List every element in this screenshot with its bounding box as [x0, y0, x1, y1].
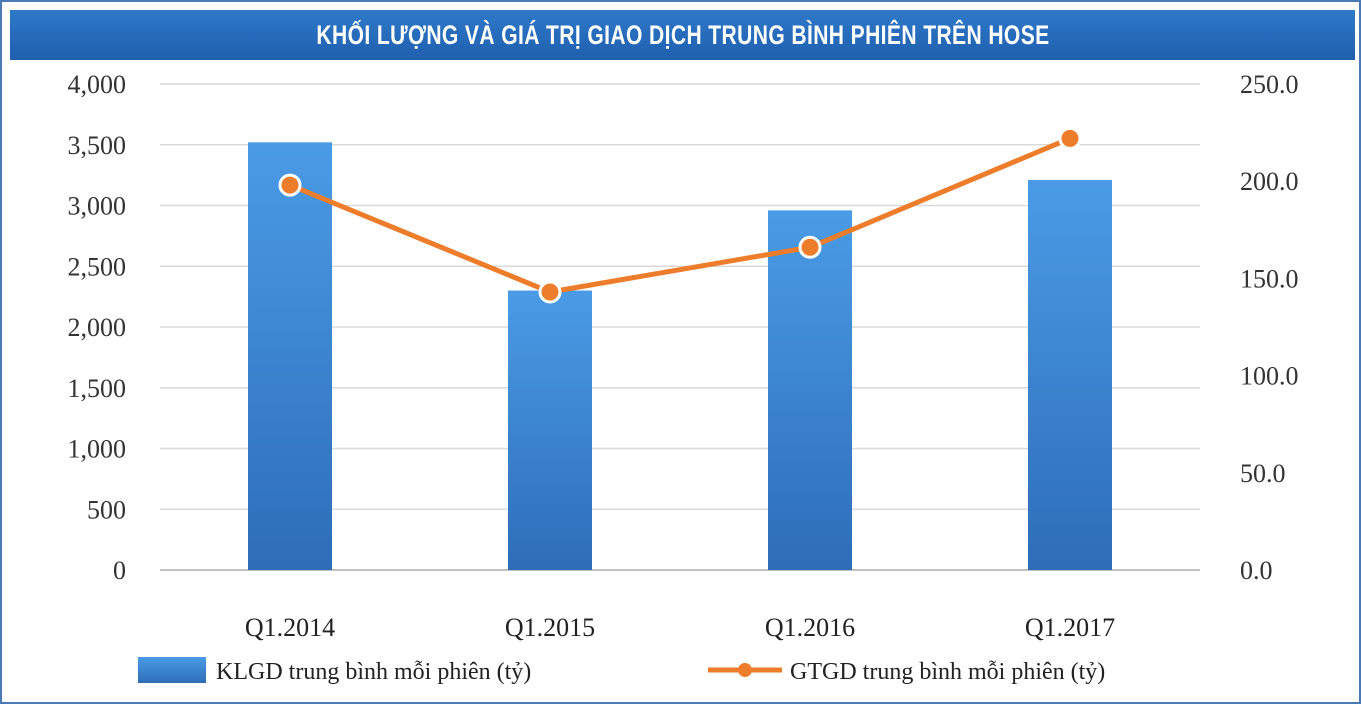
left-tick-label: 0	[113, 556, 126, 585]
category-label: Q1.2014	[245, 613, 335, 642]
left-axis: 0 500 1,000 1,500 2,000 2,500 3,000 3,500 4,000	[68, 70, 127, 585]
left-tick-label: 2,000	[68, 313, 127, 342]
left-tick-label: 500	[87, 495, 126, 524]
title-bar: KHỐI LƯỢNG VÀ GIÁ TRỊ GIAO DỊCH TRUNG BÌ…	[10, 10, 1355, 60]
legend-line-label: GTGD trung bình mỗi phiên (tỷ)	[790, 659, 1105, 685]
line-point	[1058, 126, 1082, 150]
line-point	[798, 235, 822, 259]
right-tick-label: 250.0	[1240, 70, 1299, 99]
category-label: Q1.2016	[765, 613, 855, 642]
line-point	[278, 173, 302, 197]
category-axis: Q1.2014 Q1.2015 Q1.2016 Q1.2017	[245, 613, 1115, 642]
left-tick-label: 1,500	[68, 374, 127, 403]
legend-bar-label: KLGD trung bình mỗi phiên (tỷ)	[216, 659, 531, 685]
chart-title: KHỐI LƯỢNG VÀ GIÁ TRỊ GIAO DỊCH TRUNG BÌ…	[315, 19, 1050, 50]
bar-series	[248, 142, 1112, 571]
category-label: Q1.2015	[505, 613, 595, 642]
bar	[768, 210, 852, 571]
line-series	[278, 126, 1082, 304]
left-tick-label: 1,000	[68, 435, 127, 464]
left-tick-label: 3,500	[68, 131, 127, 160]
right-tick-label: 150.0	[1240, 264, 1299, 293]
right-axis: 0.0 50.0 100.0 150.0 200.0 250.0	[1240, 70, 1299, 585]
left-tick-label: 4,000	[68, 70, 127, 99]
category-label: Q1.2017	[1025, 613, 1115, 642]
bar	[248, 142, 332, 570]
legend: KLGD trung bình mỗi phiên (tỷ) GTGD trung…	[138, 657, 1105, 685]
bar	[508, 290, 592, 570]
left-tick-label: 2,500	[68, 252, 127, 281]
right-tick-label: 200.0	[1240, 167, 1299, 196]
left-tick-label: 3,000	[68, 192, 127, 221]
right-tick-label: 50.0	[1240, 459, 1286, 488]
series-line	[289, 136, 1071, 295]
legend-line-marker	[738, 663, 752, 677]
right-tick-label: 0.0	[1240, 556, 1273, 585]
line-point	[538, 280, 562, 304]
bar	[1028, 179, 1112, 571]
legend-bar-swatch	[138, 657, 206, 683]
right-tick-label: 100.0	[1240, 362, 1299, 391]
